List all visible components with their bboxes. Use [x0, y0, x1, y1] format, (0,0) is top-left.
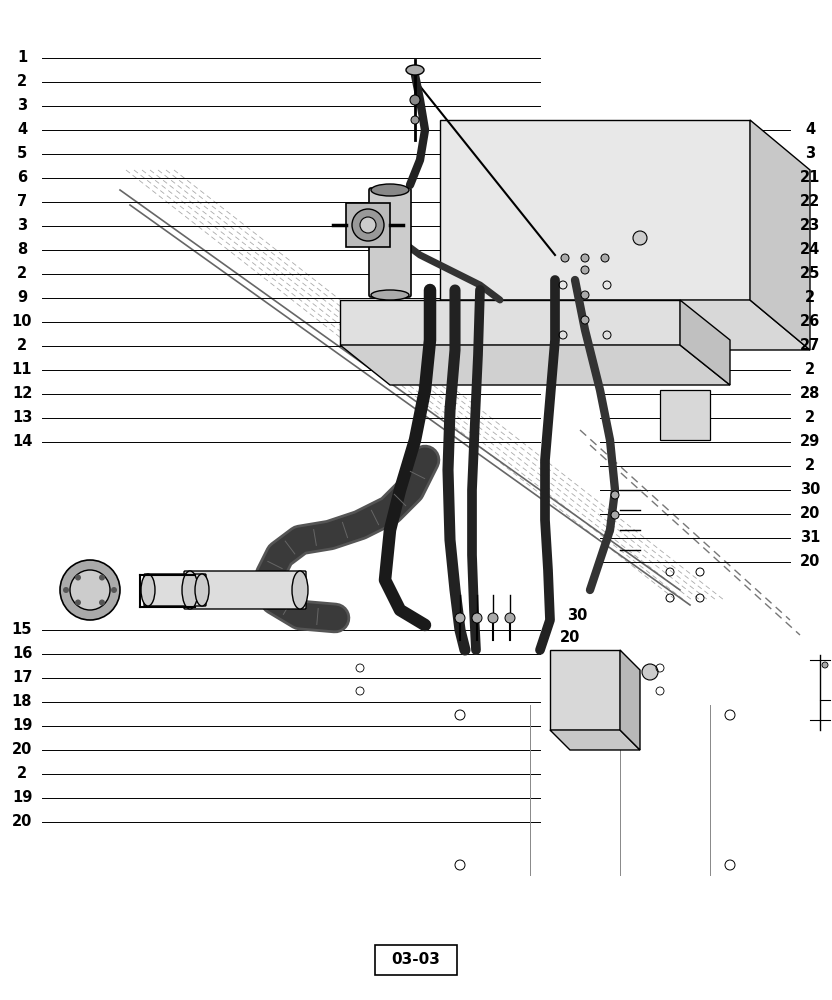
- Circle shape: [411, 116, 419, 124]
- Text: 2: 2: [17, 766, 27, 782]
- Text: 30: 30: [800, 483, 820, 497]
- Polygon shape: [440, 120, 750, 300]
- Ellipse shape: [182, 571, 198, 609]
- Circle shape: [581, 266, 589, 274]
- Text: 7: 7: [17, 194, 27, 210]
- Text: 10: 10: [12, 314, 32, 330]
- Ellipse shape: [371, 184, 409, 196]
- Text: 26: 26: [800, 314, 820, 330]
- Text: 5: 5: [17, 146, 27, 161]
- Circle shape: [633, 231, 647, 245]
- Text: 2: 2: [805, 290, 815, 306]
- Circle shape: [360, 217, 376, 233]
- Text: 20: 20: [800, 506, 820, 522]
- Polygon shape: [340, 345, 730, 385]
- FancyBboxPatch shape: [184, 571, 306, 609]
- Text: 29: 29: [800, 434, 820, 450]
- Text: 15: 15: [12, 622, 32, 638]
- Ellipse shape: [371, 290, 409, 300]
- Text: 19: 19: [12, 718, 32, 734]
- Circle shape: [60, 560, 120, 620]
- Polygon shape: [340, 300, 680, 345]
- Text: 28: 28: [800, 386, 820, 401]
- Text: 03-03: 03-03: [392, 952, 440, 968]
- Circle shape: [505, 613, 515, 623]
- Text: 17: 17: [12, 670, 32, 686]
- FancyBboxPatch shape: [375, 945, 457, 975]
- Text: 2: 2: [17, 75, 27, 90]
- Circle shape: [642, 664, 658, 680]
- Text: 12: 12: [12, 386, 32, 401]
- Circle shape: [99, 599, 105, 605]
- Polygon shape: [680, 300, 730, 385]
- Text: 20: 20: [12, 814, 32, 830]
- Text: 20: 20: [12, 742, 32, 758]
- Circle shape: [581, 291, 589, 299]
- Text: 4: 4: [17, 122, 27, 137]
- Text: 6: 6: [17, 170, 27, 186]
- Polygon shape: [660, 390, 710, 440]
- Polygon shape: [550, 650, 620, 730]
- Ellipse shape: [195, 574, 209, 606]
- Circle shape: [99, 575, 105, 581]
- Text: 27: 27: [800, 338, 820, 354]
- Text: 8: 8: [17, 242, 27, 257]
- Text: 18: 18: [12, 694, 32, 710]
- Circle shape: [581, 254, 589, 262]
- Polygon shape: [550, 730, 640, 750]
- Text: 20: 20: [560, 631, 580, 646]
- Text: 24: 24: [800, 242, 820, 257]
- Circle shape: [472, 613, 482, 623]
- Polygon shape: [750, 120, 810, 350]
- Circle shape: [611, 491, 619, 499]
- Text: 2: 2: [805, 458, 815, 474]
- Text: 4: 4: [805, 122, 815, 137]
- Circle shape: [352, 209, 384, 241]
- Text: 16: 16: [12, 647, 32, 662]
- Polygon shape: [620, 650, 640, 750]
- Circle shape: [75, 599, 81, 605]
- Text: 21: 21: [800, 170, 820, 186]
- Ellipse shape: [406, 65, 424, 75]
- Circle shape: [581, 316, 589, 324]
- Text: 31: 31: [800, 530, 820, 546]
- Text: 20: 20: [800, 554, 820, 570]
- Text: 1: 1: [17, 50, 27, 66]
- Text: 20: 20: [585, 650, 605, 664]
- Text: 30: 30: [567, 607, 587, 622]
- Text: 3: 3: [805, 146, 815, 161]
- FancyBboxPatch shape: [346, 203, 390, 247]
- Circle shape: [75, 575, 81, 581]
- Text: 2: 2: [17, 266, 27, 282]
- Text: 14: 14: [12, 434, 32, 450]
- Text: 9: 9: [17, 290, 27, 306]
- Polygon shape: [440, 300, 810, 350]
- Text: 2: 2: [805, 362, 815, 377]
- Text: 19: 19: [12, 790, 32, 806]
- Ellipse shape: [141, 574, 155, 606]
- Circle shape: [601, 254, 609, 262]
- Text: 23: 23: [800, 219, 820, 233]
- Text: 11: 11: [12, 362, 32, 377]
- Circle shape: [111, 587, 117, 593]
- Circle shape: [611, 511, 619, 519]
- Circle shape: [63, 587, 69, 593]
- Text: 2: 2: [805, 410, 815, 426]
- Text: 3: 3: [17, 219, 27, 233]
- Circle shape: [561, 254, 569, 262]
- Text: 3: 3: [17, 99, 27, 113]
- Text: 2: 2: [17, 338, 27, 354]
- Text: 25: 25: [800, 266, 820, 282]
- Circle shape: [488, 613, 498, 623]
- Circle shape: [70, 570, 110, 610]
- Text: 22: 22: [800, 194, 820, 210]
- Ellipse shape: [292, 571, 308, 609]
- FancyBboxPatch shape: [369, 188, 411, 297]
- FancyBboxPatch shape: [144, 574, 206, 606]
- Text: 13: 13: [12, 410, 32, 426]
- Circle shape: [455, 613, 465, 623]
- Circle shape: [822, 662, 828, 668]
- Circle shape: [410, 95, 420, 105]
